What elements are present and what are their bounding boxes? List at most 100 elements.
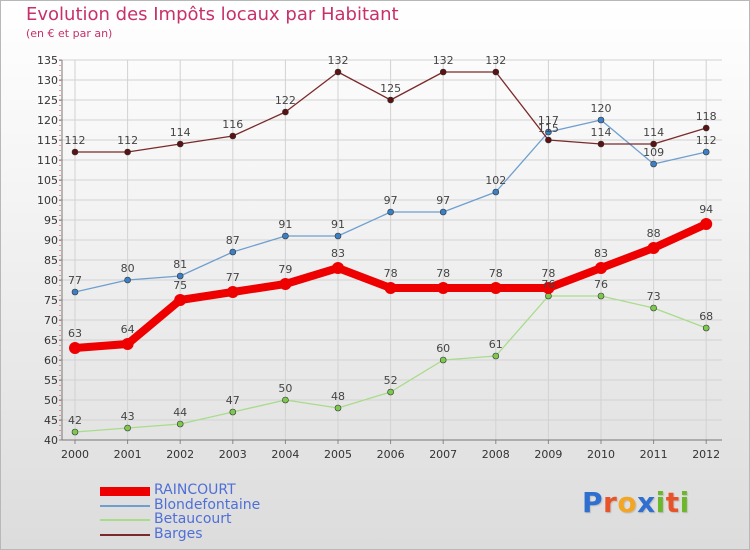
data-label-raincourt: 64 xyxy=(121,323,135,336)
data-point-betaucourt xyxy=(229,408,237,416)
data-label-barges: 115 xyxy=(538,122,559,135)
y-tick-label: 55 xyxy=(44,374,58,387)
data-point-blondefontaine xyxy=(387,208,394,216)
legend-label: Barges xyxy=(154,525,203,542)
legend-swatch xyxy=(100,533,150,536)
chart-title: Evolution des Impôts locaux par Habitant xyxy=(26,4,399,25)
data-point-blondefontaine xyxy=(282,232,289,240)
data-label-barges: 118 xyxy=(696,110,717,123)
logo-letter: P xyxy=(582,486,604,519)
data-label-betaucourt: 50 xyxy=(278,382,292,395)
data-label-betaucourt: 47 xyxy=(226,394,240,407)
data-label-blondefontaine: 102 xyxy=(485,174,506,187)
data-label-blondefontaine: 112 xyxy=(696,134,717,147)
y-tick-label: 65 xyxy=(44,334,58,347)
data-point-blondefontaine xyxy=(334,232,342,240)
data-label-barges: 112 xyxy=(117,134,138,147)
data-point-blondefontaine xyxy=(439,208,447,216)
data-label-betaucourt: 48 xyxy=(331,390,345,403)
data-point-raincourt xyxy=(121,338,134,350)
data-label-blondefontaine: 77 xyxy=(68,274,82,287)
data-point-barges xyxy=(545,136,552,144)
x-tick-label: 2005 xyxy=(324,448,352,461)
y-tick-label: 110 xyxy=(37,154,58,167)
data-label-betaucourt: 73 xyxy=(647,290,661,303)
data-point-betaucourt xyxy=(492,352,500,360)
data-point-betaucourt xyxy=(71,428,79,436)
data-point-blondefontaine xyxy=(545,128,552,136)
x-tick-label: 2001 xyxy=(114,448,142,461)
data-point-raincourt xyxy=(542,282,555,294)
logo-letter: r xyxy=(603,486,618,519)
x-tick-label: 2006 xyxy=(377,448,405,461)
data-label-raincourt: 75 xyxy=(173,279,187,292)
data-point-raincourt xyxy=(174,294,187,306)
data-point-blondefontaine xyxy=(492,188,500,196)
data-point-barges xyxy=(492,68,500,76)
data-point-betaucourt xyxy=(124,424,131,432)
y-tick-label: 50 xyxy=(44,394,58,407)
data-label-raincourt: 88 xyxy=(647,227,661,240)
data-label-barges: 114 xyxy=(643,126,664,139)
data-point-raincourt xyxy=(226,286,239,298)
data-label-blondefontaine: 120 xyxy=(591,102,612,115)
data-label-barges: 125 xyxy=(380,82,401,95)
data-label-blondefontaine: 80 xyxy=(121,262,135,275)
data-label-betaucourt: 61 xyxy=(489,338,503,351)
data-point-blondefontaine xyxy=(71,288,79,296)
y-tick-label: 90 xyxy=(44,234,58,247)
data-point-barges xyxy=(124,148,131,156)
data-point-barges xyxy=(439,68,447,76)
y-tick-label: 115 xyxy=(37,134,58,147)
data-point-barges xyxy=(650,140,657,148)
data-label-barges: 114 xyxy=(591,126,612,139)
data-label-betaucourt: 44 xyxy=(173,406,187,419)
data-point-betaucourt xyxy=(439,356,447,364)
data-point-blondefontaine xyxy=(597,116,605,124)
data-point-raincourt xyxy=(700,218,713,230)
y-tick-label: 85 xyxy=(44,254,58,267)
data-point-betaucourt xyxy=(176,420,184,428)
data-label-blondefontaine: 97 xyxy=(436,194,450,207)
data-label-raincourt: 83 xyxy=(331,247,345,260)
data-point-barges xyxy=(334,68,342,76)
data-point-blondefontaine xyxy=(702,148,710,156)
data-point-raincourt xyxy=(489,282,502,294)
data-point-betaucourt xyxy=(702,324,710,332)
data-point-barges xyxy=(702,124,710,132)
logo-letter: x xyxy=(637,486,656,519)
data-point-blondefontaine xyxy=(650,160,657,168)
data-point-raincourt xyxy=(437,282,450,294)
data-point-betaucourt xyxy=(334,404,342,412)
data-point-raincourt xyxy=(595,262,607,274)
y-tick-label: 95 xyxy=(44,214,58,227)
data-label-barges: 132 xyxy=(433,54,454,67)
data-point-betaucourt xyxy=(650,304,657,312)
data-point-raincourt xyxy=(647,242,660,254)
data-point-barges xyxy=(387,96,394,104)
data-point-barges xyxy=(597,140,605,148)
x-tick-label: 2003 xyxy=(219,448,247,461)
data-label-betaucourt: 60 xyxy=(436,342,450,355)
y-tick-label: 75 xyxy=(44,294,58,307)
data-label-raincourt: 63 xyxy=(68,327,82,340)
logo-letter: i xyxy=(679,486,690,519)
data-label-layer: 77 80 81 87 91 91 97 97 102 117 120 109 112 42 43 44 47 5… xyxy=(65,54,717,427)
series-layer xyxy=(69,68,713,436)
legend-swatch xyxy=(100,486,150,496)
data-label-barges: 114 xyxy=(170,126,191,139)
chart-subtitle: (en € et par an) xyxy=(26,27,113,40)
proxiti-logo: Proxiti xyxy=(582,486,690,519)
data-label-blondefontaine: 97 xyxy=(384,194,398,207)
x-tick-label: 2010 xyxy=(587,448,615,461)
data-label-blondefontaine: 91 xyxy=(331,218,345,231)
logo-letter: i xyxy=(655,486,666,519)
data-point-barges xyxy=(71,148,79,156)
y-tick-label: 40 xyxy=(44,434,58,447)
data-point-barges xyxy=(282,108,289,116)
x-tick-label: 2011 xyxy=(640,448,668,461)
data-label-barges: 122 xyxy=(275,94,296,107)
data-label-raincourt: 79 xyxy=(278,263,292,276)
y-tick-label: 60 xyxy=(44,354,58,367)
y-tick-label: 70 xyxy=(44,314,58,327)
